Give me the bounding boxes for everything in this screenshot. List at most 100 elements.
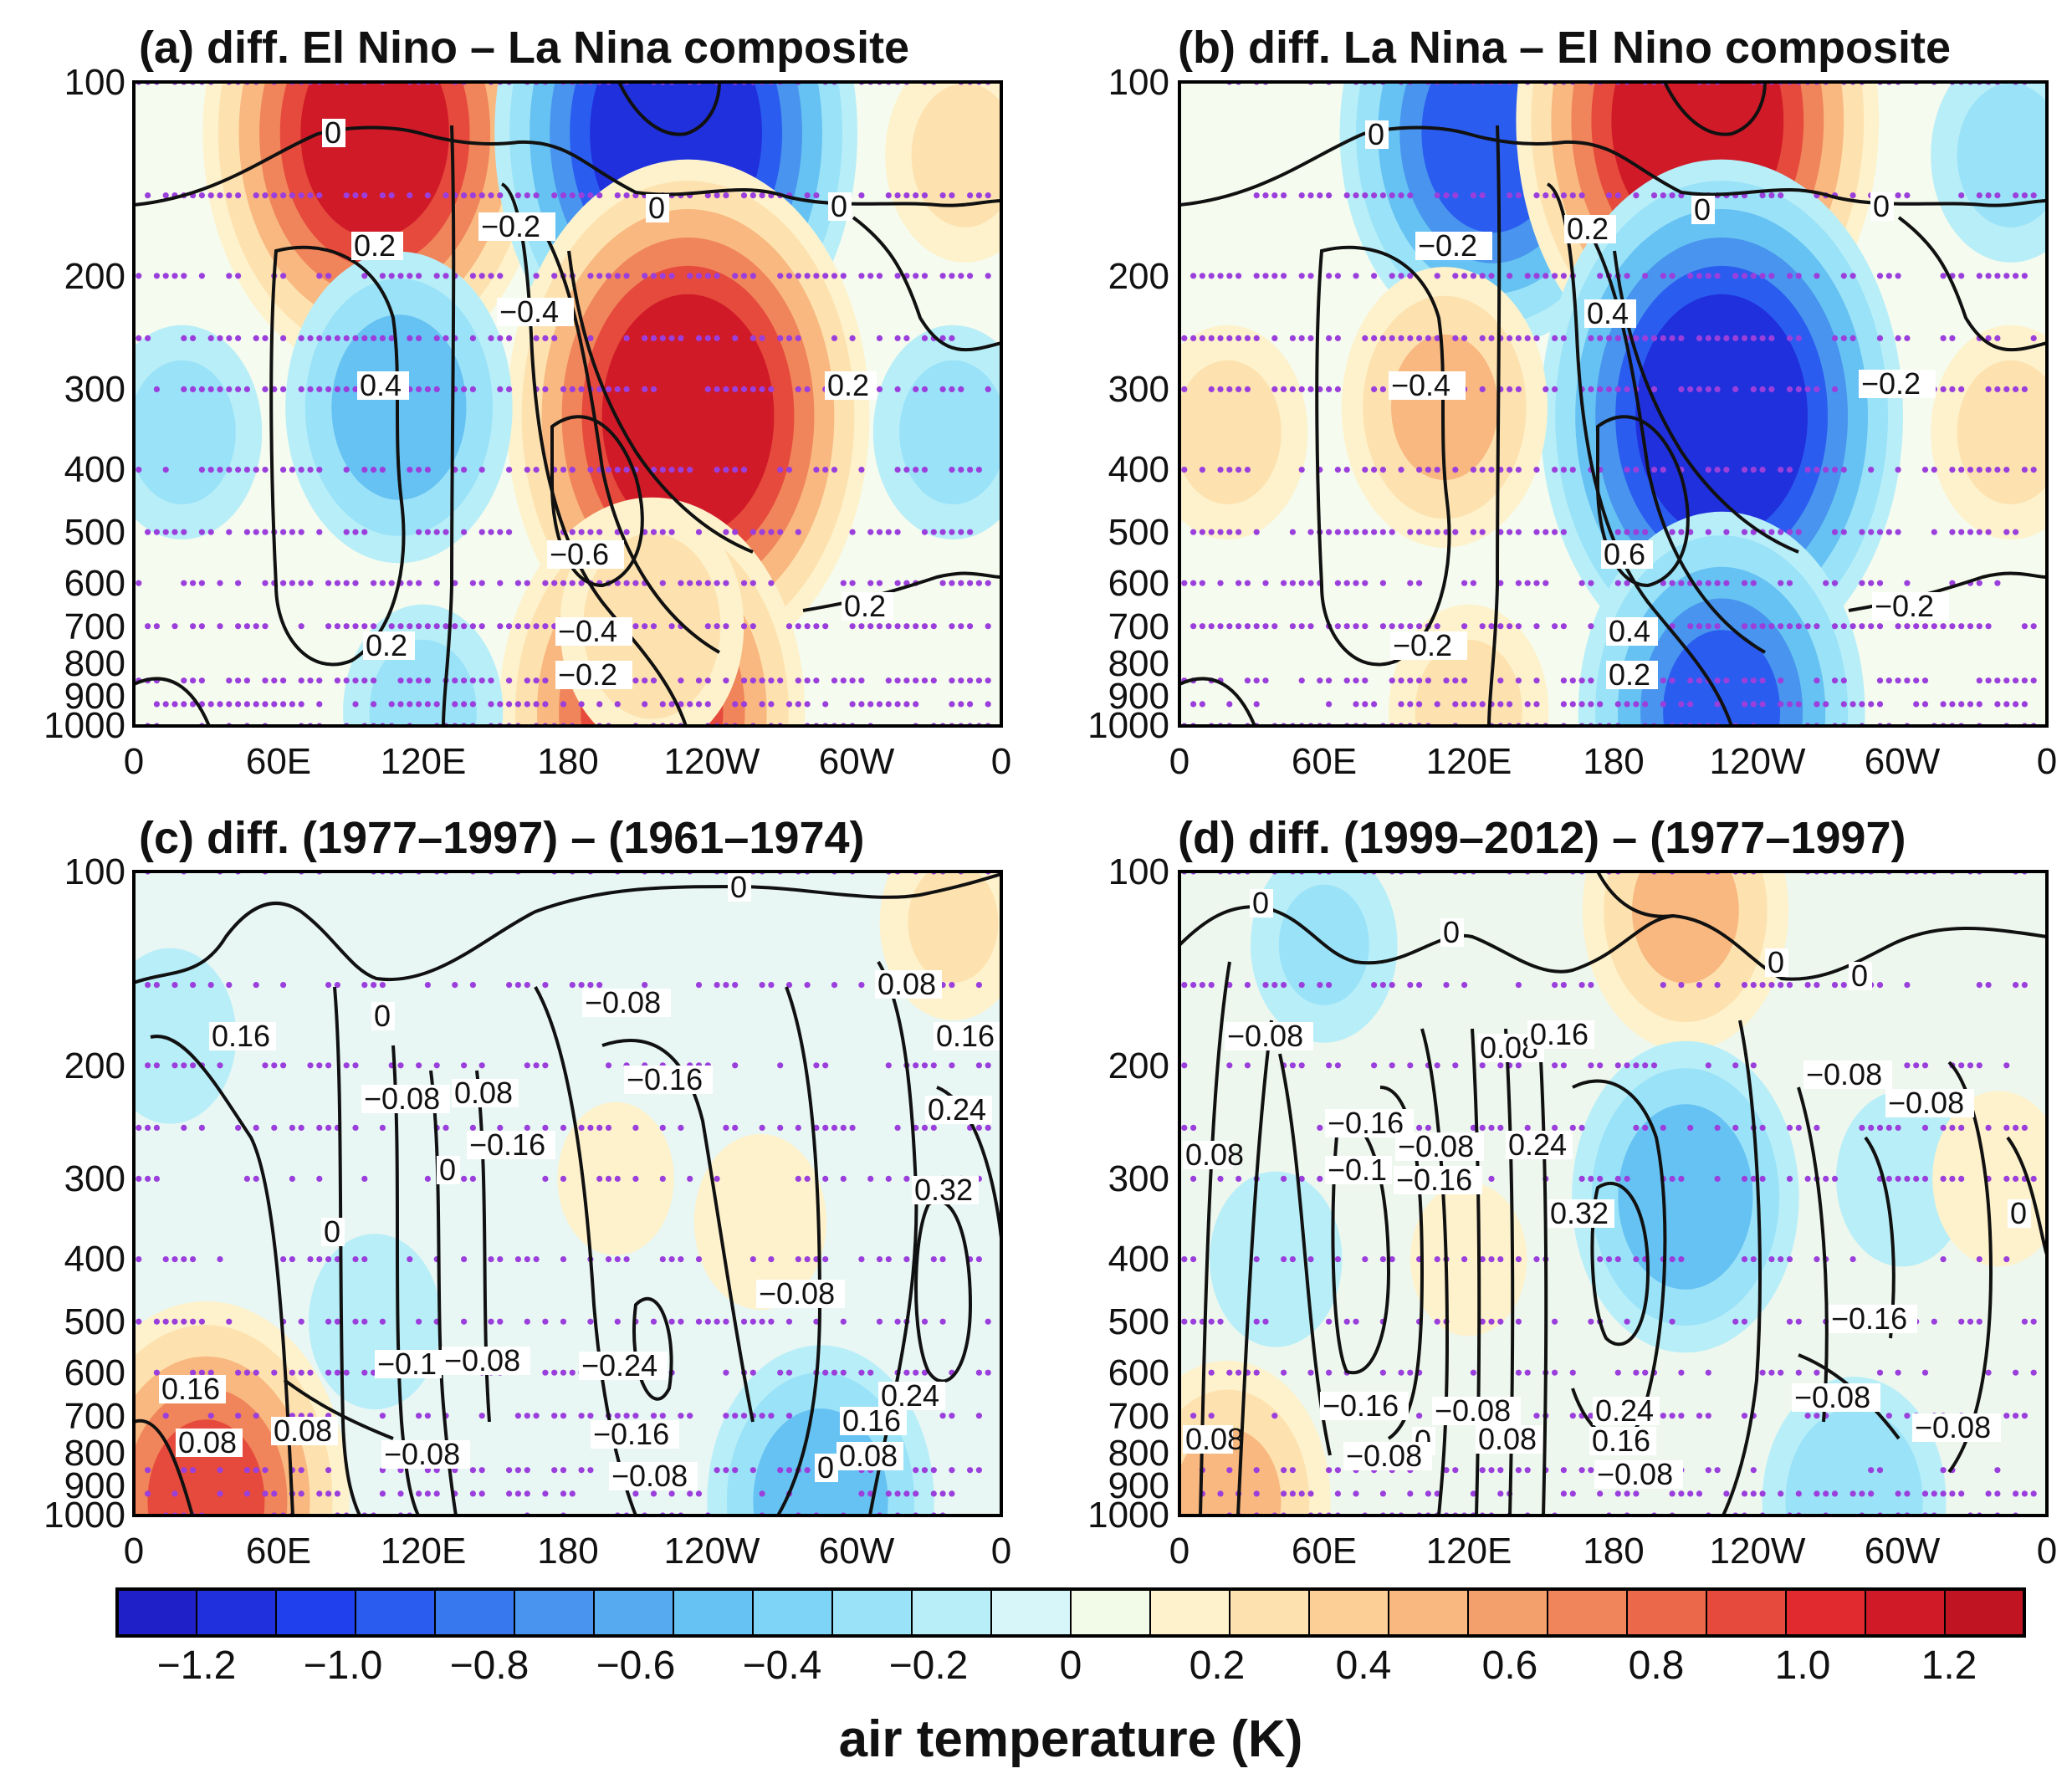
significance-dot xyxy=(1759,623,1766,630)
significance-dot xyxy=(1786,701,1793,708)
panel-c-clabel: 0.24 xyxy=(928,1092,986,1127)
significance-dot xyxy=(1831,467,1839,473)
significance-dot xyxy=(1840,529,1847,535)
significance-dot xyxy=(1714,273,1721,279)
significance-dot xyxy=(1317,1175,1323,1182)
significance-dot xyxy=(2013,273,2019,279)
significance-dot xyxy=(858,273,865,279)
significance-dot xyxy=(1876,273,1884,279)
significance-dot xyxy=(750,580,756,586)
significance-dot xyxy=(542,1062,549,1069)
significance-dot xyxy=(831,1369,838,1376)
significance-dot xyxy=(235,386,242,392)
significance-dot xyxy=(136,1318,142,1325)
significance-dot xyxy=(1488,467,1495,473)
significance-dot xyxy=(1226,273,1233,279)
significance-dot xyxy=(443,623,449,630)
significance-dot xyxy=(1208,386,1215,392)
significance-dot xyxy=(1904,982,1911,989)
significance-dot xyxy=(1533,1413,1540,1419)
significance-dot xyxy=(497,192,504,199)
significance-dot xyxy=(1588,623,1594,630)
significance-dot xyxy=(371,580,377,586)
significance-dot xyxy=(822,1256,829,1263)
significance-dot xyxy=(1588,386,1594,392)
significance-dot xyxy=(1281,1467,1287,1474)
significance-dot xyxy=(1379,623,1386,630)
significance-dot xyxy=(1488,623,1495,630)
significance-dot xyxy=(217,623,223,630)
significance-dot xyxy=(967,529,974,535)
panel-b-xtick: 0 xyxy=(2037,741,2057,782)
significance-dot xyxy=(1262,982,1269,989)
significance-dot xyxy=(1895,1124,1901,1131)
significance-dot xyxy=(1542,273,1549,279)
significance-dot xyxy=(371,982,377,989)
significance-dot xyxy=(587,982,594,989)
significance-dot xyxy=(497,623,504,630)
panel-a-xtick: 180 xyxy=(537,741,598,782)
significance-dot xyxy=(1705,1467,1711,1474)
significance-dot xyxy=(1831,623,1839,630)
significance-dot xyxy=(1759,1175,1766,1182)
colorbar-cell xyxy=(1865,1588,1947,1637)
significance-dot xyxy=(343,623,350,630)
significance-dot xyxy=(1931,529,1937,535)
significance-dot xyxy=(1588,1467,1594,1474)
significance-dot xyxy=(298,1124,304,1131)
significance-dot xyxy=(524,1062,530,1069)
significance-dot xyxy=(1298,580,1305,586)
significance-dot xyxy=(569,467,576,473)
significance-dot xyxy=(298,386,304,392)
significance-dot xyxy=(1913,701,1920,708)
significance-dot xyxy=(506,529,513,535)
significance-dot xyxy=(1497,677,1504,684)
significance-dot xyxy=(1236,1369,1242,1376)
significance-dot xyxy=(1190,701,1197,708)
significance-dot xyxy=(867,529,874,535)
significance-dot xyxy=(623,467,630,473)
significance-dot xyxy=(1497,1256,1504,1263)
significance-dot xyxy=(379,982,386,989)
significance-dot xyxy=(949,1490,955,1497)
significance-dot xyxy=(1876,1369,1884,1376)
significance-dot xyxy=(605,273,612,279)
significance-dot xyxy=(280,335,287,341)
significance-dot xyxy=(506,623,513,630)
significance-dot xyxy=(1407,529,1414,535)
panel-b-clabel: 0.4 xyxy=(1587,296,1629,330)
significance-dot xyxy=(190,580,197,586)
significance-dot xyxy=(939,1318,946,1325)
significance-dot xyxy=(1236,335,1242,341)
significance-dot xyxy=(397,623,404,630)
colorbar-cell xyxy=(911,1588,993,1637)
colorbar-cell xyxy=(1547,1588,1629,1637)
significance-dot xyxy=(1741,580,1748,586)
significance-dot xyxy=(1389,1256,1395,1263)
significance-dot xyxy=(433,529,440,535)
significance-dot xyxy=(1750,677,1757,684)
significance-dot xyxy=(777,677,784,684)
significance-dot xyxy=(1578,1467,1585,1474)
panel-b-title: (b) diff. La Nina – El Nino composite xyxy=(1178,23,1951,73)
significance-dot xyxy=(777,529,784,535)
significance-dot xyxy=(1244,982,1251,989)
significance-dot xyxy=(325,386,332,392)
panel-c: (c) diff. (1977–1997) – (1961–1974) xyxy=(43,813,1011,1572)
significance-dot xyxy=(361,467,368,473)
significance-dot xyxy=(1778,580,1784,586)
significance-dot xyxy=(2021,677,2028,684)
panel-c-ytick: 200 xyxy=(64,1045,125,1086)
significance-dot xyxy=(1814,623,1820,630)
significance-dot xyxy=(1244,467,1251,473)
significance-dot xyxy=(1217,529,1224,535)
panel-d-anomaly-band xyxy=(1632,871,1739,984)
panel-d-xtick: 60E xyxy=(1292,1531,1357,1572)
significance-dot xyxy=(1262,192,1269,199)
significance-dot xyxy=(397,1490,404,1497)
significance-dot xyxy=(1696,580,1703,586)
significance-dot xyxy=(533,701,540,708)
significance-dot xyxy=(732,1124,739,1131)
significance-dot xyxy=(777,467,784,473)
significance-dot xyxy=(153,529,160,535)
